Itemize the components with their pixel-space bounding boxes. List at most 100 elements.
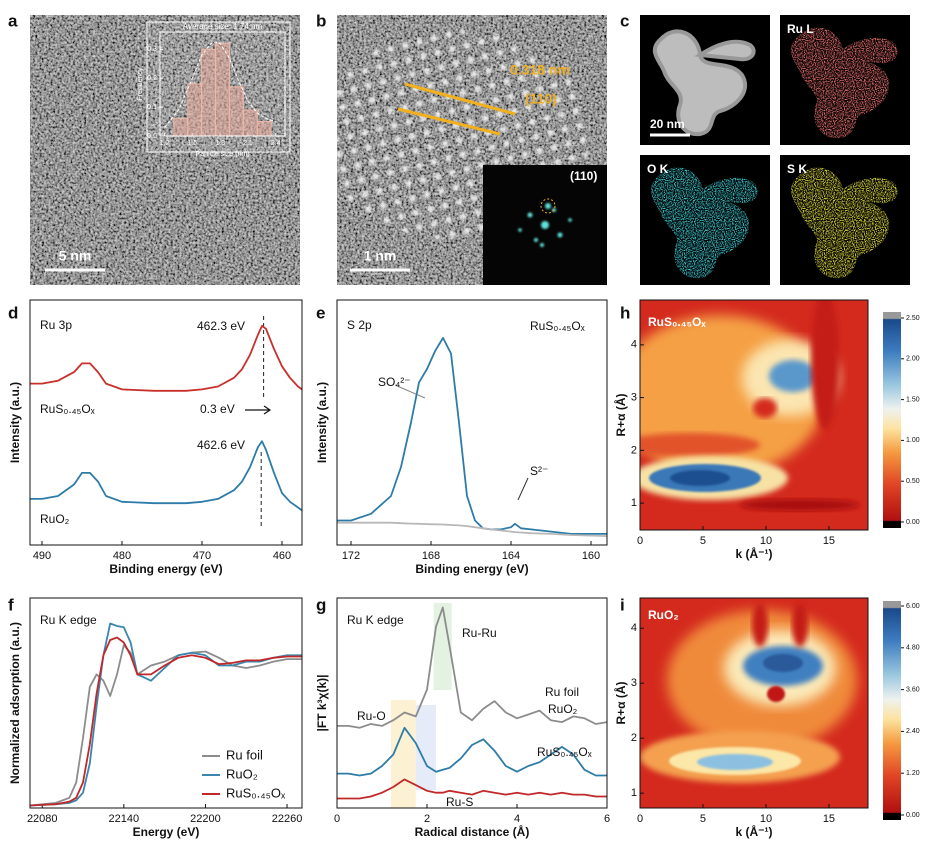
x-tick-label: 22080	[27, 813, 58, 825]
heatmap-label: RuS₀.₄₅Oₓ	[648, 315, 706, 329]
x-tick-label: 160	[582, 550, 600, 562]
colorbar-tick-label: 0.50	[906, 478, 920, 485]
contour-h	[640, 300, 868, 530]
map-label: S K	[787, 162, 807, 176]
arrow	[245, 405, 272, 415]
colorbar-tick-label: 1.00	[906, 437, 920, 444]
annotation: S²⁻	[530, 464, 548, 478]
x-tick-label: 5	[700, 535, 706, 547]
series-line	[337, 726, 607, 777]
series-line	[337, 521, 608, 537]
plot-frame	[159, 31, 286, 137]
panel-label: a	[8, 11, 18, 30]
x-tick-label: 4	[514, 813, 520, 825]
x-tick-label: 22140	[109, 813, 140, 825]
arrow	[517, 477, 529, 501]
y-axis-label: Intensity (a.u.)	[8, 382, 22, 463]
x-tick-label: 0	[637, 813, 643, 825]
y-tick-label: 2	[631, 444, 637, 456]
x-tick-label: 2.4	[271, 140, 281, 147]
map-label: O K	[647, 162, 669, 176]
y-axis-label: Normalized adsorption (a.u.)	[8, 622, 22, 784]
y-tick-label: 4	[631, 339, 637, 351]
colorbar-tick-label: 4.80	[906, 645, 920, 652]
colorbar-tick-label: 2.50	[906, 315, 920, 322]
series-line	[337, 337, 607, 535]
plot-frame	[639, 597, 869, 809]
x-tick-label: 480	[113, 550, 131, 562]
scale-bar-label: 20 nm	[650, 117, 685, 131]
y-tick-label: 1	[631, 787, 637, 799]
inset-title: Average size: 1.74 nm	[183, 22, 263, 31]
x-axis-label: Particle size (nm)	[195, 151, 249, 158]
colorbar-tick-label: 6.00	[906, 603, 920, 610]
y-axis-label: Frequency	[137, 67, 144, 101]
legend-label: RuO₂	[226, 766, 258, 781]
y-tick-label: 0.1	[147, 104, 157, 111]
x-axis-label: Radical distance (Å)	[415, 824, 530, 839]
colorbar-tick-label: 0.00	[906, 519, 920, 526]
scale-bar-label: 1 nm	[364, 248, 397, 264]
x-tick-label: 15	[823, 535, 835, 547]
series-line	[30, 325, 303, 392]
contour-i	[640, 598, 868, 808]
series-label: RuO₂	[40, 512, 70, 526]
y-tick-label: 3	[631, 677, 637, 689]
x-tick-label: 2.1	[243, 140, 253, 147]
y-tick-label: 1	[631, 497, 637, 509]
x-tick-label: 5	[700, 813, 706, 825]
plane-label: (110)	[525, 91, 557, 107]
y-axis-label: |FT k³χ(k)|	[315, 675, 329, 732]
arrow	[394, 384, 426, 399]
legend-label: RuS₀.₄₅Oₓ	[226, 785, 286, 800]
histogram-bar	[187, 83, 203, 137]
x-axis-label: Binding energy (eV)	[109, 562, 222, 576]
annotation: RuS₀.₄₅Oₓ	[530, 319, 585, 333]
series-line	[29, 622, 302, 807]
x-axis-label: k (Å⁻¹)	[736, 824, 773, 839]
series-label: Ru foil	[545, 685, 579, 699]
x-axis-label: k (Å⁻¹)	[736, 546, 773, 561]
panel-label: g	[316, 595, 326, 614]
y-tick-label: 0.0	[147, 133, 157, 140]
annotation: Ru 3p	[40, 318, 72, 332]
series-line	[29, 636, 302, 807]
annotation: Ru-Ru	[462, 626, 497, 640]
y-tick-label: 0.3	[147, 46, 157, 53]
histogram-bar	[173, 118, 189, 137]
plot-frame	[336, 597, 608, 809]
plot-frame	[639, 299, 869, 531]
annotation: SO₄²⁻	[378, 375, 411, 389]
series-line	[30, 440, 303, 512]
x-axis-label: Binding energy (eV)	[415, 562, 528, 576]
colorbar	[883, 312, 901, 528]
x-tick-label: 172	[342, 550, 360, 562]
fit-curve	[164, 41, 276, 128]
x-tick-label: 2	[424, 813, 430, 825]
eds-maps: 20 nm Ru L O K S K	[640, 15, 910, 285]
x-tick-label: 10	[760, 813, 772, 825]
colorbar-tick-label: 1.50	[906, 396, 920, 403]
colorbar-tick-label: 3.60	[906, 686, 920, 693]
annotation: 0.3 eV	[200, 402, 235, 416]
x-tick-label: 22260	[272, 813, 303, 825]
panel-label: d	[8, 303, 18, 322]
x-tick-label: 470	[193, 550, 211, 562]
y-axis-label: R+α (Å)	[613, 393, 628, 436]
region-band	[433, 603, 452, 690]
scale-bar-label: 5 nm	[59, 248, 92, 264]
histogram-bar	[242, 109, 258, 137]
x-axis-label: Energy (eV)	[133, 825, 200, 839]
histogram-bar	[256, 121, 272, 137]
colorbar	[883, 601, 901, 820]
annotation: Ru K edge	[40, 613, 97, 627]
x-tick-label: 10	[760, 535, 772, 547]
fft-plane-label: (110)	[570, 169, 597, 183]
y-tick-label: 4	[631, 622, 637, 634]
histogram-bar	[228, 86, 244, 137]
colorbar-tick-label: 0.00	[906, 812, 920, 819]
y-axis-label: Intensity (a.u.)	[315, 382, 329, 463]
x-tick-label: 490	[33, 550, 51, 562]
map-label: Ru L	[787, 22, 814, 36]
